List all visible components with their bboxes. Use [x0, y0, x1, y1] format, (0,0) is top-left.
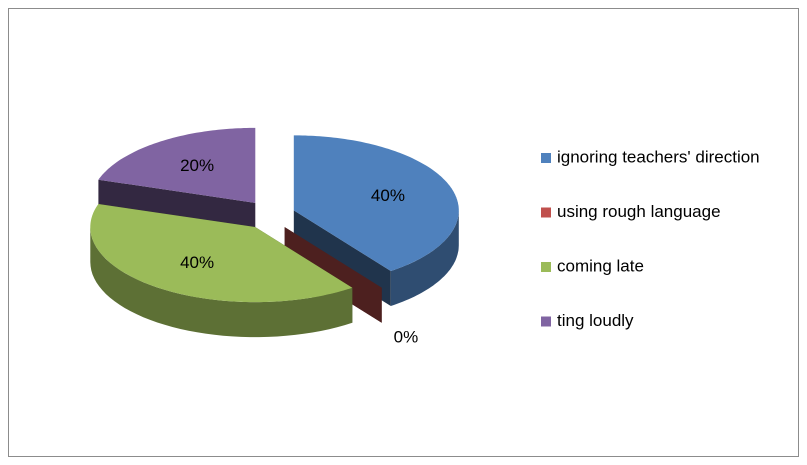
slice-wall [284, 227, 382, 323]
slice [293, 135, 459, 271]
legend-swatch [541, 207, 551, 218]
pie: 40% 0% 40% 20% [90, 127, 459, 346]
legend-swatch [541, 262, 551, 272]
data-label: 40% [180, 253, 214, 272]
data-label: 0% [394, 327, 419, 346]
legend: ignoring teachers' direction using rough … [541, 147, 760, 330]
slice-rim [90, 227, 353, 338]
slice-rim [390, 210, 459, 306]
legend-swatch [541, 153, 551, 163]
data-label: 40% [371, 186, 405, 205]
legend-swatch [541, 316, 551, 327]
slice [90, 204, 353, 303]
legend-label: ting loudly [557, 311, 634, 330]
slice [284, 227, 382, 288]
slice [98, 127, 256, 203]
legend-label: using rough language [557, 202, 721, 221]
legend-label: ignoring teachers' direction [557, 147, 760, 166]
data-label: 20% [180, 156, 214, 175]
legend-label: coming late [557, 256, 644, 275]
